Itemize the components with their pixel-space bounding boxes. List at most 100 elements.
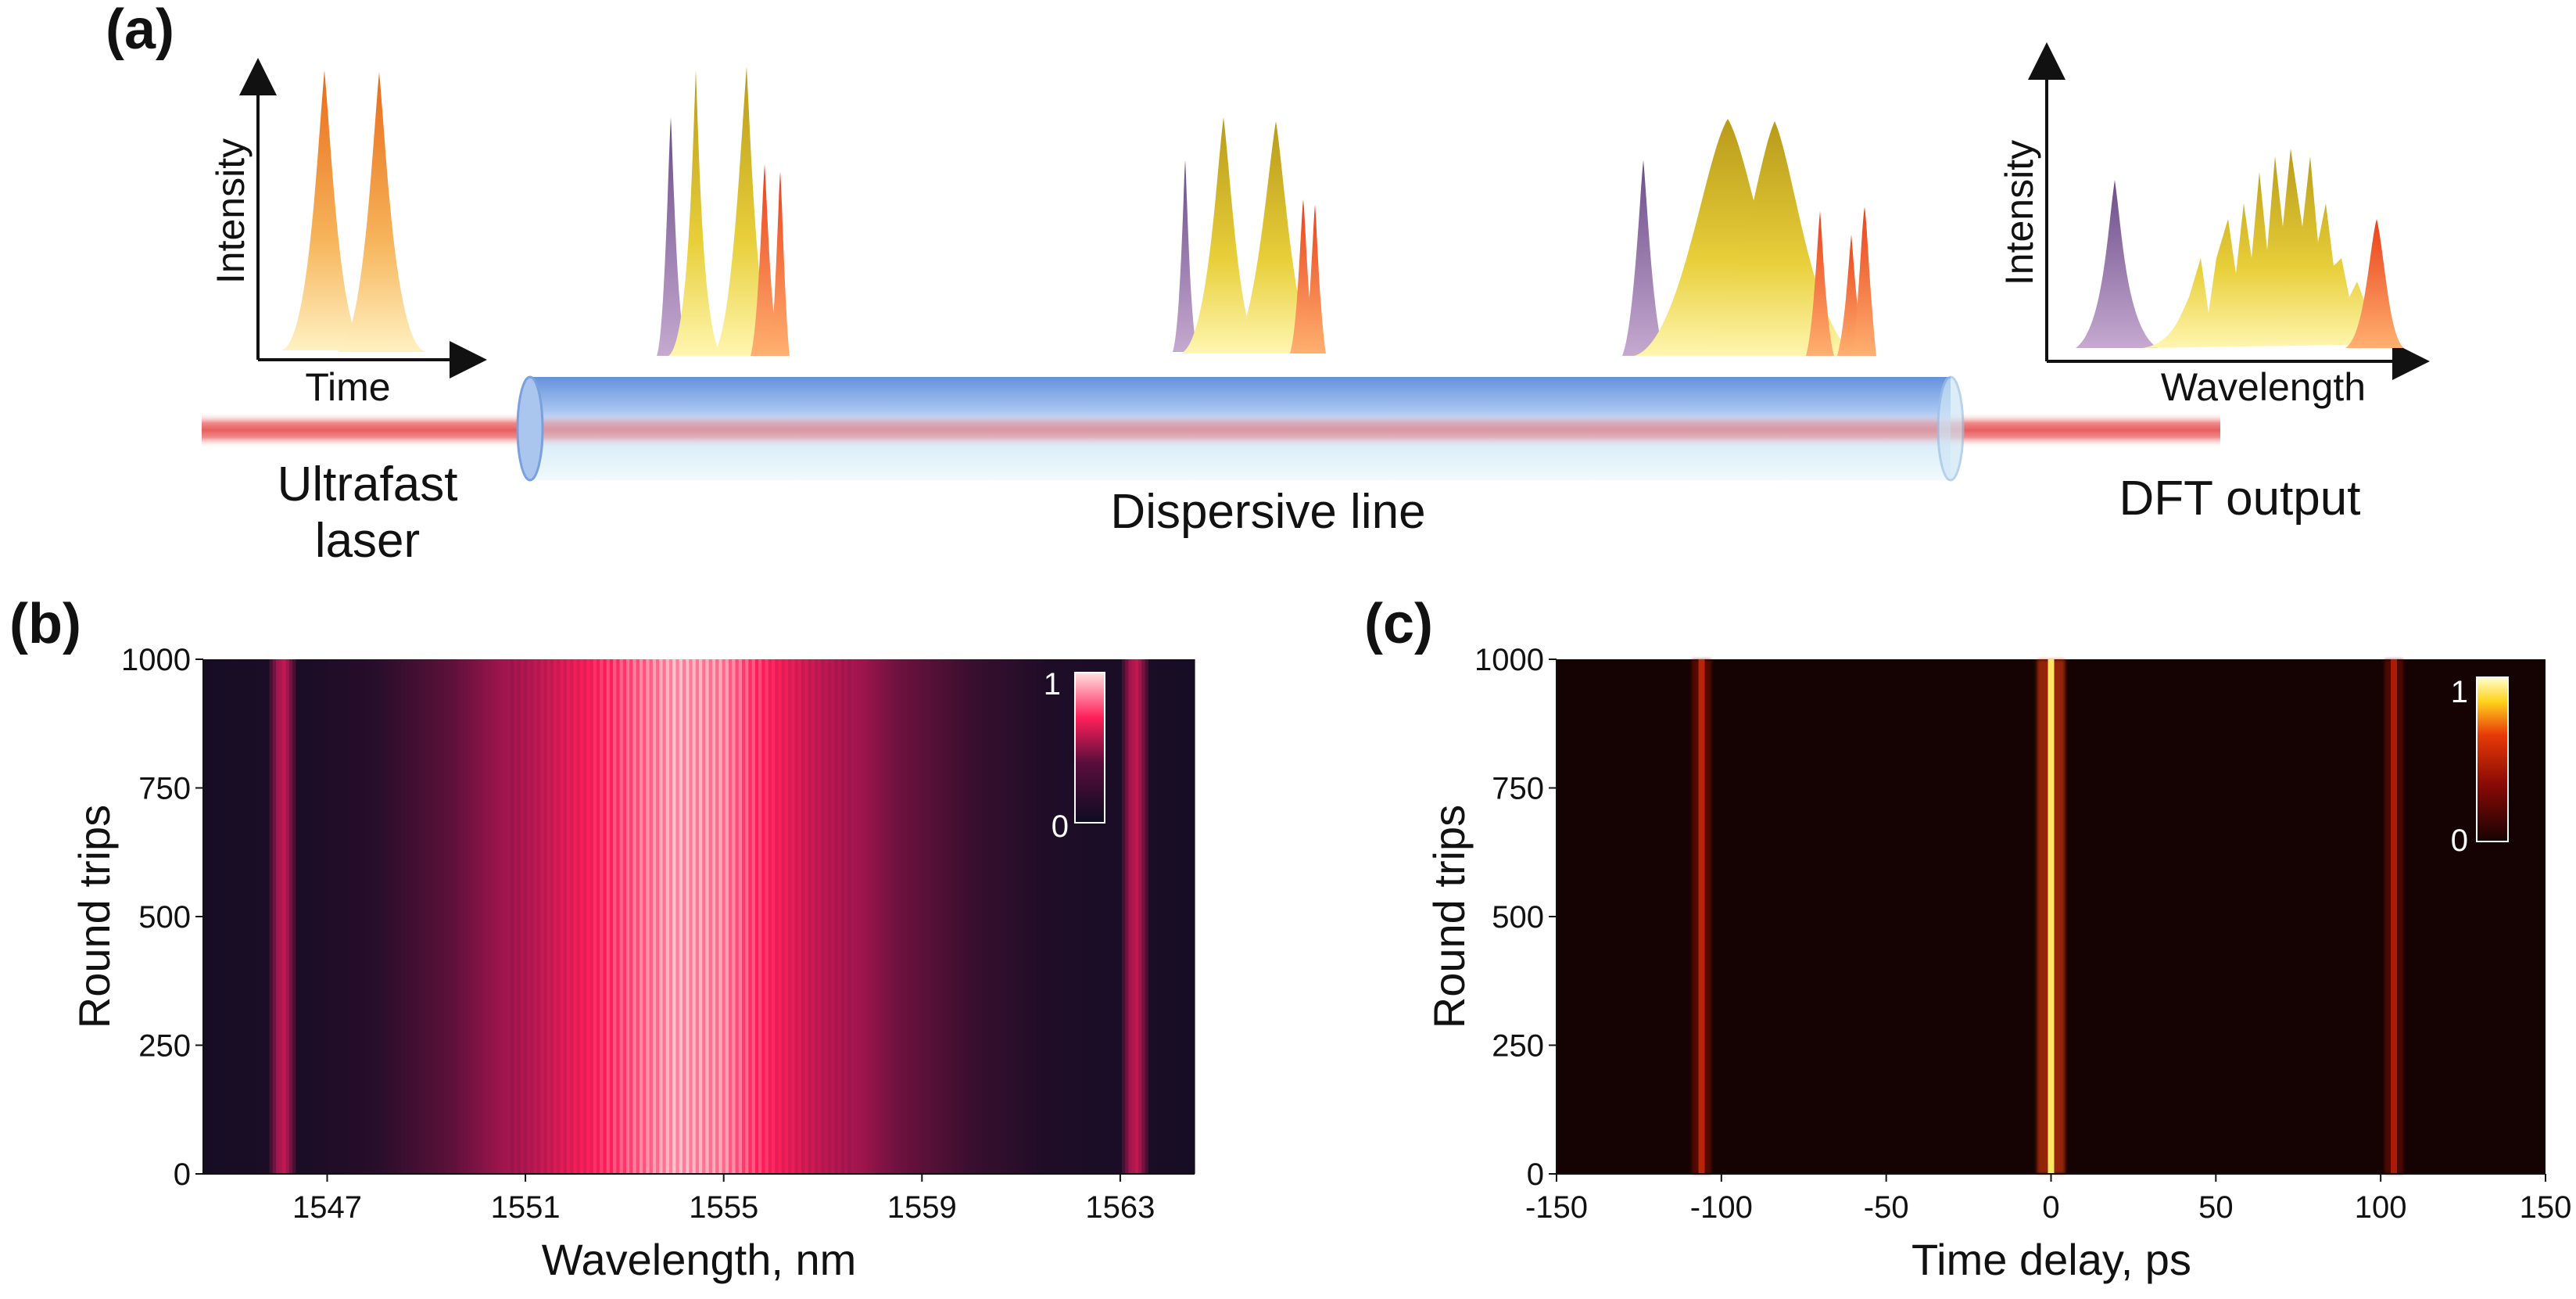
heatmap-b-column xyxy=(771,659,776,1174)
heatmap-b-column xyxy=(570,659,574,1174)
x-tick-label: 50 xyxy=(2198,1190,2234,1225)
heatmap-b-column xyxy=(890,659,894,1174)
heatmap-b-column xyxy=(560,659,564,1174)
x-tick-label: 0 xyxy=(2042,1190,2059,1225)
heatmap-b-column xyxy=(1128,659,1133,1174)
heatmap-b-column xyxy=(249,659,253,1174)
heatmap-b-column xyxy=(331,659,336,1174)
heatmap-b-column xyxy=(299,659,303,1174)
heatmap-b-column xyxy=(302,659,306,1174)
heatmap-b-column xyxy=(847,659,852,1174)
laser-beam-output xyxy=(1951,412,2220,448)
heatmap-b-column xyxy=(454,659,459,1174)
heatmap-b-column xyxy=(464,659,468,1174)
heatmap-b-column xyxy=(1055,659,1060,1174)
heatmap-b-column xyxy=(996,659,1001,1174)
heatmap-b-column xyxy=(1019,659,1023,1174)
heatmap-b-column xyxy=(613,659,617,1174)
source-label-line2: laser xyxy=(315,514,420,568)
heatmap-b-column xyxy=(325,659,330,1174)
heatmap-b-column xyxy=(497,659,501,1174)
output-plot-ylabel: Intensity xyxy=(1997,140,2041,285)
heatmap-b-column xyxy=(345,659,349,1174)
heatmap-b-column xyxy=(1122,659,1126,1174)
heatmap-b-column xyxy=(550,659,554,1174)
heatmap-b-column xyxy=(269,659,274,1174)
heatmap-b-bands xyxy=(203,659,1195,1174)
output-spectrum-envelope xyxy=(2142,149,2400,348)
panel-b-label: (b) xyxy=(9,593,81,655)
propagating-pulse-group-3 xyxy=(1622,119,1876,356)
heatmap-b-column xyxy=(811,659,815,1174)
heatmap-b-column xyxy=(210,659,214,1174)
heatmap-b-column xyxy=(368,659,373,1174)
heatmap-b-column xyxy=(1105,659,1109,1174)
heatmap-b-column xyxy=(1079,659,1083,1174)
heatmap-b-column xyxy=(242,659,247,1174)
x-tick-label: 1555 xyxy=(689,1190,758,1225)
heatmap-b-column xyxy=(275,659,280,1174)
heatmap-b-column xyxy=(1164,659,1169,1174)
heatmap-b-column xyxy=(239,659,244,1174)
heatmap-b-column xyxy=(474,659,478,1174)
heatmap-b-column xyxy=(619,659,624,1174)
heatmap-b-column xyxy=(874,659,878,1174)
heatmap-b-column xyxy=(493,659,498,1174)
heatmap-b-column xyxy=(791,659,796,1174)
heatmap-b-column xyxy=(883,659,888,1174)
propagating-pulse-group-2 xyxy=(1173,117,1326,353)
heatmap-b-column xyxy=(953,659,958,1174)
heatmap-b-column xyxy=(986,659,991,1174)
heatmap-b-column xyxy=(864,659,869,1174)
y-tick-label: 250 xyxy=(138,1029,191,1064)
heatmap-b-column xyxy=(993,659,997,1174)
heatmap-b-column xyxy=(933,659,937,1174)
heatmap-b-column xyxy=(1012,659,1017,1174)
heatmap-b-column xyxy=(514,659,518,1174)
heatmap-b-column xyxy=(781,659,786,1174)
heatmap-b-column xyxy=(784,659,789,1174)
heatmap-b-column xyxy=(468,659,471,1174)
heatmap-b-column xyxy=(428,659,432,1174)
heatmap-b-column xyxy=(328,659,333,1174)
heatmap-b-column xyxy=(487,659,492,1174)
heatmap-b-column xyxy=(758,659,762,1174)
heatmap-b-column xyxy=(438,659,442,1174)
heatmap-b-column xyxy=(1177,659,1182,1174)
heatmap-b-column xyxy=(500,659,505,1174)
heatmap-b-column xyxy=(1052,659,1057,1174)
heatmap-b-column xyxy=(999,659,1004,1174)
heatmap-b-column xyxy=(1102,659,1106,1174)
heatmap-b-column xyxy=(223,659,228,1174)
heatmap-b-column xyxy=(220,659,224,1174)
heatmap-b-column xyxy=(639,659,643,1174)
heatmap-b-column xyxy=(748,659,753,1174)
heatmap-b-column xyxy=(1131,659,1136,1174)
heatmap-b-column xyxy=(557,659,561,1174)
heatmap-b-column xyxy=(554,659,557,1174)
heatmap-b-column xyxy=(801,659,805,1174)
heatmap-b-column xyxy=(652,659,657,1174)
heatmap-b-column xyxy=(689,659,693,1174)
heatmap-b-column xyxy=(920,659,925,1174)
heatmap-b-column xyxy=(1085,659,1090,1174)
heatmap-b-column xyxy=(371,659,376,1174)
heatmap-b-column xyxy=(963,659,967,1174)
heatmap-b-column xyxy=(923,659,928,1174)
heatmap-b-column xyxy=(451,659,455,1174)
heatmap-b-column xyxy=(447,659,452,1174)
heatmap-b-column xyxy=(715,659,719,1174)
y-tick-label: 250 xyxy=(1492,1029,1544,1064)
heatmap-b-column xyxy=(533,659,538,1174)
heatmap-b-column xyxy=(272,659,277,1174)
heatmap-b-column xyxy=(603,659,607,1174)
panel-c-label: (c) xyxy=(1364,593,1433,655)
heatmap-b-column xyxy=(626,659,630,1174)
heatmap-b-column xyxy=(1115,659,1120,1174)
heatmap-b-column xyxy=(589,659,594,1174)
heatmap-b-column xyxy=(930,659,934,1174)
heatmap-b-column xyxy=(732,659,736,1174)
heatmap-b-column xyxy=(969,659,974,1174)
heatmap-b-column xyxy=(1023,659,1027,1174)
heatmap-b-column xyxy=(1066,659,1069,1174)
